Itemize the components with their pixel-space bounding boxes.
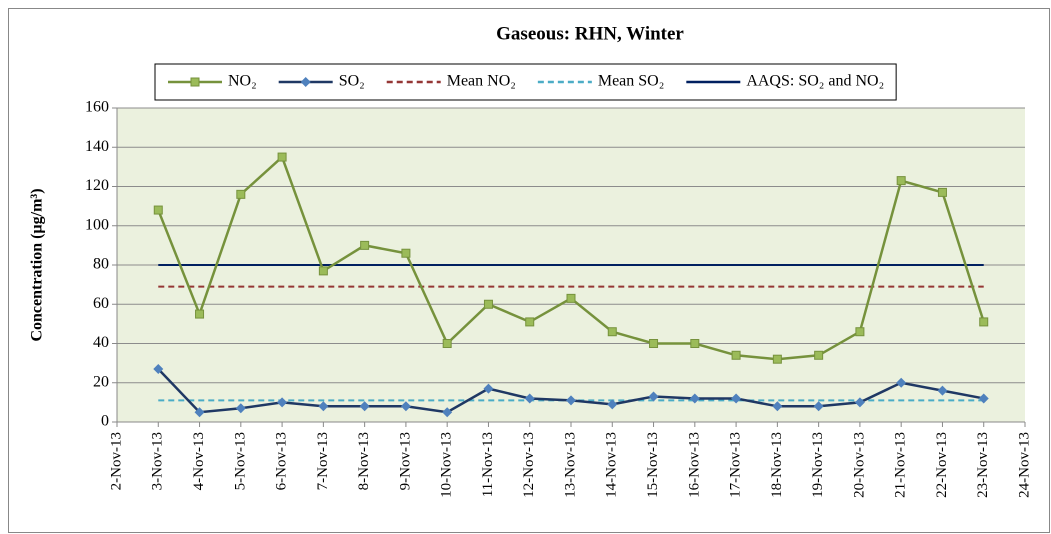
- point: [566, 293, 576, 303]
- x-tick-label: 23-Nov-13: [975, 432, 991, 498]
- point: [153, 205, 163, 215]
- point: [525, 317, 535, 327]
- point: [153, 364, 164, 375]
- point: [690, 339, 700, 348]
- point: [855, 327, 865, 337]
- legend-marker: [300, 77, 311, 87]
- y-tick-label: 140: [85, 138, 109, 155]
- point: [978, 393, 989, 404]
- point: [318, 401, 329, 412]
- x-tick-label: 9-Nov-13: [397, 432, 413, 490]
- point: [607, 399, 618, 410]
- point: [689, 393, 700, 404]
- point: [359, 401, 370, 412]
- legend-label: AAQS: SO₂ and NO₂: [746, 73, 884, 90]
- point: [979, 317, 989, 327]
- x-tick-label: 13-Nov-13: [562, 432, 578, 498]
- y-tick-label: 80: [93, 256, 109, 273]
- point: [731, 350, 741, 360]
- point: [360, 240, 370, 250]
- x-tick-label: 17-Nov-13: [728, 432, 744, 498]
- point: [483, 383, 494, 394]
- point: [607, 327, 617, 337]
- x-tick-label: 7-Nov-13: [315, 432, 331, 490]
- point: [194, 407, 205, 418]
- legend-box: [154, 63, 897, 101]
- point: [195, 309, 205, 319]
- legend-label: Mean NO₂: [447, 73, 516, 90]
- point: [649, 339, 659, 348]
- y-tick-label: 160: [85, 99, 109, 116]
- point: [442, 407, 453, 418]
- x-tick-label: 16-Nov-13: [686, 432, 702, 498]
- legend-marker: [190, 77, 200, 87]
- point: [524, 393, 535, 404]
- x-tick-label: 22-Nov-13: [934, 432, 950, 498]
- x-tick-label: 12-Nov-13: [521, 432, 537, 498]
- y-tick-label: 60: [93, 295, 109, 312]
- point: [401, 248, 411, 258]
- point: [648, 391, 659, 402]
- point: [814, 350, 824, 360]
- chart-frame: [8, 8, 1050, 533]
- point: [236, 189, 246, 199]
- point: [772, 354, 782, 364]
- y-tick-label: 40: [93, 334, 109, 351]
- x-tick-label: 18-Nov-13: [769, 432, 785, 498]
- x-tick-label: 14-Nov-13: [604, 432, 620, 498]
- x-tick-label: 5-Nov-13: [232, 432, 248, 490]
- legend: NO₂ SO₂ Mean NO₂ Mean SO₂ AAQS: SO₂ and NO₂: [154, 63, 897, 101]
- legend-label: SO₂: [339, 73, 365, 90]
- point: [318, 266, 328, 276]
- x-tick-label: 4-Nov-13: [191, 432, 207, 490]
- x-tick-label: 11-Nov-13: [480, 432, 496, 497]
- point: [813, 401, 824, 412]
- x-tick-label: 10-Nov-13: [439, 432, 455, 498]
- point: [483, 299, 493, 309]
- point: [937, 385, 948, 396]
- point: [277, 152, 287, 162]
- x-tick-label: 3-Nov-13: [150, 432, 166, 490]
- legend-label: NO₂: [228, 73, 257, 90]
- x-tick-label: 2-Nov-13: [108, 432, 124, 490]
- point: [277, 397, 288, 408]
- x-tick-label: 6-Nov-13: [274, 432, 290, 490]
- chart-title: Gaseous: RHN, Winter: [496, 23, 684, 44]
- point: [566, 395, 576, 406]
- x-tick-label: 20-Nov-13: [851, 432, 867, 498]
- x-tick-label: 24-Nov-13: [1016, 432, 1032, 498]
- y-tick-label: 120: [85, 177, 109, 194]
- point: [937, 187, 947, 197]
- y-tick-label: 20: [93, 373, 109, 390]
- x-tick-label: 15-Nov-13: [645, 432, 661, 498]
- point: [442, 339, 452, 348]
- point: [896, 176, 906, 186]
- point: [854, 397, 865, 408]
- x-tick-label: 19-Nov-13: [810, 432, 826, 498]
- y-axis-label: Concentration (µg/m³): [29, 188, 46, 341]
- point: [235, 403, 246, 414]
- point: [400, 401, 411, 412]
- legend-label: Mean SO₂: [598, 73, 664, 90]
- y-tick-label: 0: [101, 413, 109, 430]
- x-tick-label: 21-Nov-13: [893, 432, 909, 498]
- y-tick-label: 100: [85, 216, 109, 233]
- point: [731, 393, 742, 404]
- x-tick-label: 8-Nov-13: [356, 432, 372, 490]
- point: [772, 401, 783, 412]
- point: [896, 377, 907, 388]
